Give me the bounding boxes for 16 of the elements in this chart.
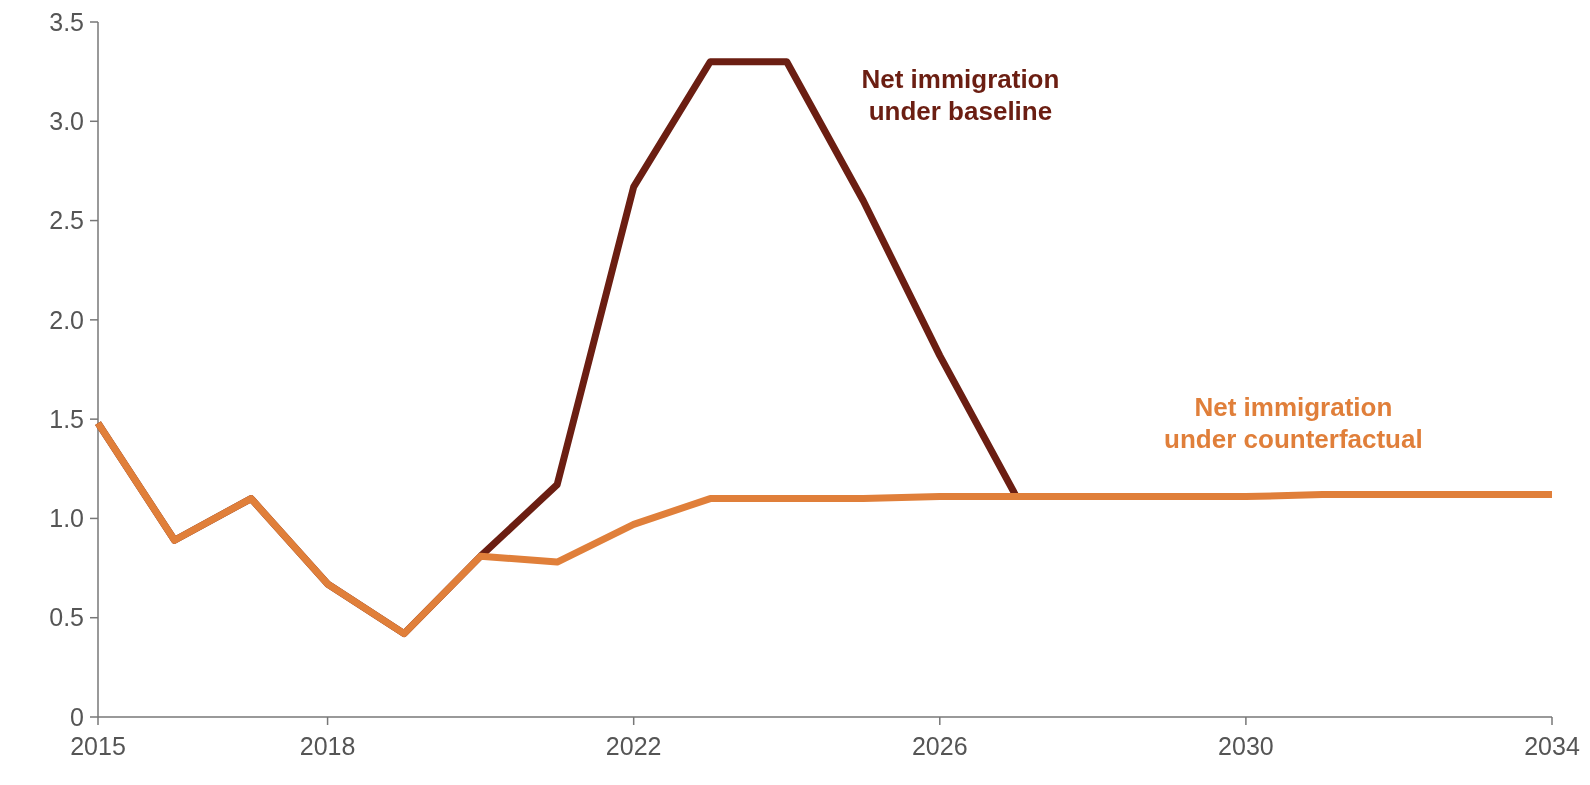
- y-tick-label: 3.0: [49, 107, 84, 136]
- x-tick-label: 2015: [70, 732, 126, 760]
- series-label: Net immigration under baseline: [861, 63, 1060, 126]
- x-tick-label: 2034: [1524, 732, 1580, 760]
- y-tick-label: 1.5: [49, 404, 84, 433]
- y-tick-label: 2.0: [49, 305, 84, 334]
- y-tick-label: 0.5: [49, 603, 84, 632]
- y-tick-label: 0: [70, 702, 84, 731]
- y-tick-label: 2.5: [49, 206, 84, 235]
- y-tick-label: 1.0: [49, 504, 84, 533]
- y-tick-label: 3.5: [49, 7, 84, 36]
- series-label: Net immigration under counterfactual: [1164, 392, 1423, 455]
- x-tick-label: 2030: [1218, 732, 1274, 760]
- x-tick-label: 2026: [911, 732, 968, 760]
- x-tick-label: 2018: [299, 732, 356, 760]
- x-tick-label: 2022: [605, 732, 662, 760]
